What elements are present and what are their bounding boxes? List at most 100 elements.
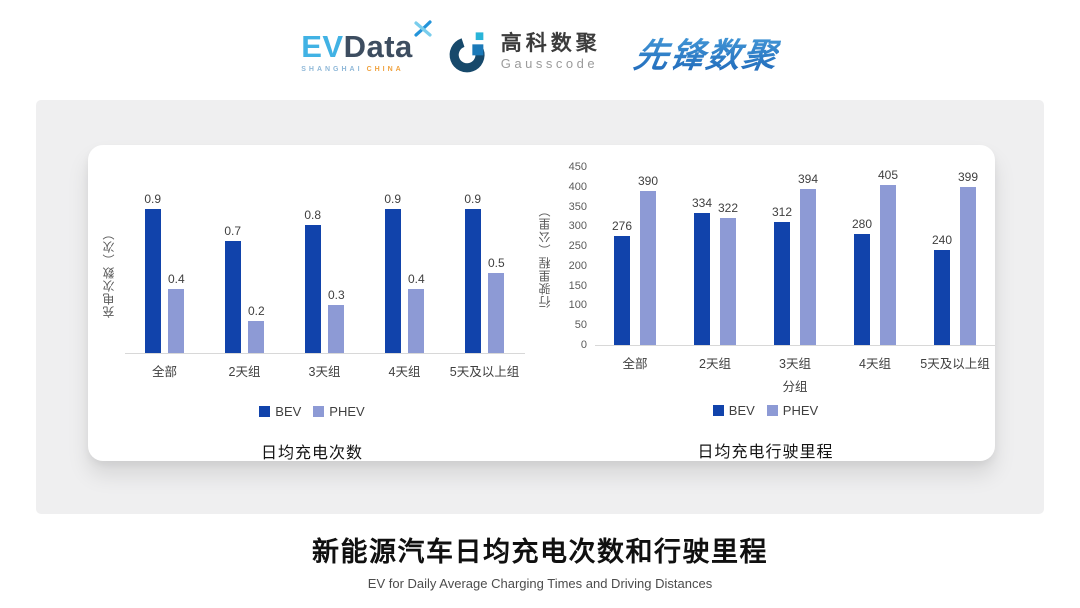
- page-subtitle: EV for Daily Average Charging Times and …: [367, 576, 713, 591]
- gausscode-cn-name: 高科数聚: [500, 32, 601, 56]
- evdata-star-icon: [414, 20, 432, 37]
- chart-legend: BEV PHEV: [259, 404, 365, 419]
- plot-area: 0.9 0.4 0.7 0.2 0.8 0.3 0.9 0.4 0.9 0.5: [124, 192, 525, 354]
- y-axis-label: 行驶里程（公里）: [538, 204, 552, 308]
- chart-daily-charging-times: 充电次数（次） 0.9 0.4 0.7 0.2 0.8 0.3 0.9 0.4 0.9 0.5 全部 2…: [88, 145, 536, 462]
- bar-with-label: 0.5: [488, 256, 505, 353]
- legend-item-phev: PHEV: [766, 403, 818, 418]
- chart-title: 日均充电次数: [260, 445, 363, 462]
- plot-column: 0.9 0.4 0.7 0.2 0.8 0.3 0.9 0.4 0.9 0.5 全部 2天组 3天组 4天…: [124, 192, 525, 380]
- bar-value-label: 394: [798, 172, 819, 187]
- gausscode-g-icon: [449, 32, 485, 73]
- bar-with-label: 0.4: [168, 272, 185, 353]
- bar-phev: [960, 187, 977, 345]
- bar-with-label: 394: [798, 172, 818, 345]
- y-axis-ticks: 0 50 100 150 200 250 300 350 400 450: [561, 161, 587, 351]
- bar-with-label: 276: [612, 219, 632, 345]
- content-panel: 充电次数（次） 0.9 0.4 0.7 0.2 0.8 0.3 0.9 0.4 0.9 0.5 全部 2…: [36, 100, 1044, 514]
- bar-value-label: 0.5: [488, 256, 505, 270]
- bar-value-label: 0.2: [248, 304, 265, 318]
- chart-daily-driving-distance: 行驶里程（公里） 0 50 100 150 200 250 300 350 400 450 276 39…: [536, 145, 995, 461]
- bar-phev: [168, 289, 185, 353]
- category-label: 全部: [622, 357, 648, 371]
- evdata-china-text: CHINA: [366, 66, 404, 73]
- pioneer-wordmark: 先锋数聚: [630, 28, 783, 77]
- bar-phev: [640, 190, 657, 345]
- gausscode-logo: 高科数聚 Gausscode: [447, 30, 601, 74]
- chart-title: 日均充电行驶里程: [697, 444, 834, 461]
- bar-bev: [224, 241, 241, 353]
- bar-phev: [880, 184, 897, 345]
- plot-area: 276 390 334 322 312 394 280 405 240 399: [595, 167, 995, 346]
- charts-card: 充电次数（次） 0.9 0.4 0.7 0.2 0.8 0.3 0.9 0.4 0.9 0.5 全部 2…: [88, 145, 995, 462]
- bar-group: 0.7 0.2: [205, 224, 285, 353]
- bar-phev: [408, 289, 425, 353]
- bar-group: 0.9 0.5: [445, 192, 525, 353]
- bar-bev: [693, 212, 710, 345]
- bar-bev: [144, 209, 161, 353]
- bar-with-label: 0.9: [144, 192, 161, 353]
- bar-value-label: 399: [958, 170, 979, 185]
- category-label: 2天组: [228, 365, 261, 379]
- bar-bev: [933, 250, 950, 345]
- legend-swatch-phev: [313, 406, 325, 417]
- y-tick-label: 350: [568, 200, 587, 213]
- bar-phev: [328, 305, 345, 353]
- bar-with-label: 0.9: [384, 192, 401, 353]
- category-label: 全部: [151, 365, 177, 379]
- category-label: 4天组: [859, 357, 891, 371]
- bar-group: 0.9 0.4: [365, 192, 445, 353]
- bar-with-label: 334: [692, 196, 712, 345]
- bar-phev: [720, 217, 737, 345]
- bar-phev: [488, 273, 505, 353]
- y-axis-label: 充电次数（次）: [101, 227, 116, 319]
- bar-value-label: 0.4: [168, 272, 185, 286]
- legend-label: PHEV: [329, 404, 365, 419]
- evdata-shanghai-text: SHANGHAI: [301, 66, 363, 73]
- bar-value-label: 390: [638, 173, 659, 188]
- category-label: 3天组: [779, 357, 811, 371]
- gausscode-text: 高科数聚 Gausscode: [501, 32, 601, 71]
- logo-row: EVData SHANGHAI CHINA 高科数聚 Gausscode 先锋数聚: [0, 16, 1080, 88]
- category-axis: 全部 2天组 3天组 4天组 5天及以上组: [595, 346, 995, 372]
- page-title: 新能源汽车日均充电次数和行驶里程: [312, 537, 768, 567]
- bar-bev: [304, 225, 321, 353]
- category-axis: 全部 2天组 3天组 4天组 5天及以上组: [125, 354, 525, 380]
- category-label: 2天组: [699, 357, 731, 371]
- bar-bev: [613, 235, 630, 345]
- y-tick-label: 250: [568, 240, 587, 253]
- legend-item-bev: BEV: [259, 404, 301, 419]
- bar-bev: [384, 209, 401, 353]
- evdata-data-text: Data: [343, 29, 413, 64]
- plot-row: 充电次数（次） 0.9 0.4 0.7 0.2 0.8 0.3 0.9 0.4 0.9 0.5 全部 2…: [100, 192, 525, 380]
- category-label: 3天组: [308, 365, 341, 379]
- bar-with-label: 405: [878, 168, 898, 345]
- evdata-subtext: SHANGHAI CHINA: [301, 66, 404, 73]
- bar-value-label: 280: [851, 217, 872, 232]
- evdata-logo: EVData SHANGHAI CHINA: [301, 20, 432, 73]
- y-tick-label: 100: [568, 299, 587, 312]
- bar-group: 312 394: [755, 172, 835, 345]
- bar-bev: [773, 221, 790, 345]
- bar-with-label: 322: [718, 201, 738, 345]
- bar-group: 280 405: [835, 168, 915, 345]
- bar-bev: [464, 209, 481, 353]
- legend-swatch-bev: [259, 406, 271, 417]
- plot-column: 276 390 334 322 312 394 280 405 240 399 全部 2天组 3天组 4天…: [595, 167, 995, 395]
- bar-value-label: 334: [691, 195, 712, 210]
- bar-value-label: 240: [931, 233, 952, 248]
- evdata-ev-text: EV: [301, 29, 344, 64]
- bar-value-label: 0.4: [408, 272, 425, 286]
- y-tick-label: 400: [568, 180, 587, 193]
- bar-value-label: 276: [611, 218, 632, 233]
- bar-bev: [853, 234, 870, 345]
- bar-phev: [248, 321, 265, 353]
- bar-with-label: 312: [772, 205, 792, 345]
- legend-item-phev: PHEV: [313, 404, 365, 419]
- bar-group: 334 322: [675, 196, 755, 345]
- gausscode-en-name: Gausscode: [500, 56, 599, 72]
- legend-label: BEV: [275, 404, 302, 419]
- bar-value-label: 0.9: [144, 192, 161, 206]
- bar-value-label: 0.3: [328, 288, 345, 302]
- bar-with-label: 0.3: [328, 288, 345, 353]
